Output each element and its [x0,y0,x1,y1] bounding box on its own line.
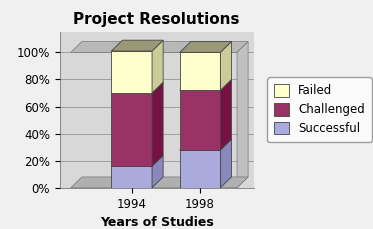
Polygon shape [237,41,248,188]
Bar [180,90,220,150]
Bar [112,93,152,166]
Bar [180,52,220,90]
Polygon shape [180,41,232,52]
Polygon shape [220,79,232,150]
Bar [112,51,152,93]
Polygon shape [112,40,163,51]
Bar [112,166,152,188]
Polygon shape [71,41,248,52]
X-axis label: Years of Studies: Years of Studies [100,216,213,229]
Title: Project Resolutions: Project Resolutions [73,12,240,27]
Bar [180,150,220,188]
Polygon shape [112,82,163,93]
Polygon shape [71,177,248,188]
Polygon shape [180,79,232,90]
Polygon shape [152,40,163,93]
Polygon shape [152,82,163,166]
Legend: Failed, Challenged, Successful: Failed, Challenged, Successful [267,77,372,142]
Polygon shape [180,139,232,150]
Polygon shape [220,41,232,90]
Polygon shape [152,155,163,188]
Polygon shape [112,155,163,166]
Polygon shape [220,139,232,188]
